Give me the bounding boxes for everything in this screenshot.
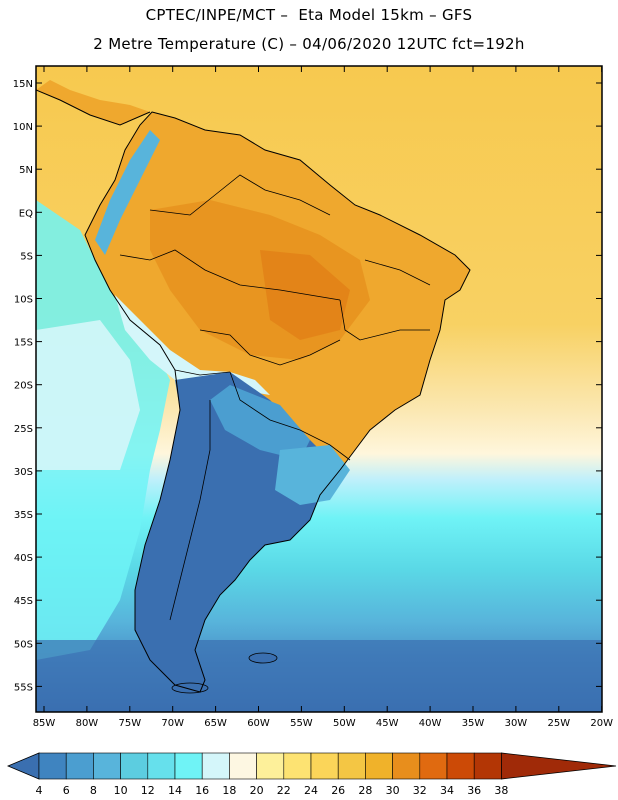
- lat-tick-label: 5S: [20, 251, 33, 262]
- colorbar-label: 12: [141, 784, 155, 797]
- colorbar-box: [419, 752, 448, 780]
- lat-tick-label: 15N: [13, 79, 33, 90]
- lon-tick-label: 65W: [204, 718, 227, 729]
- colorbar-label: 28: [358, 784, 372, 797]
- lat-tick-label: EQ: [19, 208, 33, 219]
- colorbar-label: 38: [494, 784, 508, 797]
- colorbar-label: 20: [250, 784, 264, 797]
- colorbar-box: [65, 752, 94, 780]
- lon-tick-label: 20W: [590, 718, 613, 729]
- colorbar-box: [446, 752, 475, 780]
- colorbar-label: 30: [386, 784, 400, 797]
- longitude-axis: 85W 80W 75W 70W 65W 60W 55W 50W 45W 40W 35W 30W 25W 2…: [33, 66, 613, 729]
- lon-tick-label: 80W: [76, 718, 99, 729]
- lat-tick-label: 55S: [14, 682, 33, 693]
- lat-tick-label: 10N: [13, 122, 33, 133]
- pacific-mild-band: [36, 320, 140, 470]
- lon-tick-label: 70W: [161, 718, 184, 729]
- colorbar-label: 10: [114, 784, 128, 797]
- lon-tick-label: 55W: [290, 718, 313, 729]
- central-america-land: [36, 80, 150, 125]
- colorbar-box: [93, 752, 121, 780]
- colorbar-box: [229, 752, 257, 780]
- falkland-islands: [248, 652, 278, 664]
- colorbar-box: [310, 752, 339, 780]
- lat-tick-label: 45S: [14, 596, 33, 607]
- coastline: [84, 111, 471, 693]
- lon-tick-label: 30W: [505, 718, 528, 729]
- southern-ocean-cold: [36, 640, 602, 712]
- colorbar-label: 18: [222, 784, 236, 797]
- colorbar-label: 4: [36, 784, 43, 797]
- lat-tick-label: 25S: [14, 424, 33, 435]
- colorbar-box: [365, 752, 393, 780]
- colorbar-arrow-high: [500, 752, 617, 780]
- lat-tick-label: 20S: [14, 381, 33, 392]
- colorbar-box: [147, 752, 176, 780]
- colorbar-label: 16: [195, 784, 209, 797]
- altiplano-mild: [115, 295, 270, 395]
- colorbar-label: 32: [413, 784, 427, 797]
- lon-tick-label: 50W: [333, 718, 356, 729]
- colorbar-box: [392, 752, 421, 780]
- colorbar-box: [473, 752, 502, 780]
- lat-tick-label: 35S: [14, 510, 33, 521]
- temperature-colorbar: 4 6 8 10 12 14 16 18 20 22 24 26 28 30 32 34 36 38: [6, 752, 617, 797]
- lat-tick-label: 50S: [14, 639, 33, 650]
- lon-tick-label: 85W: [33, 718, 56, 729]
- lon-tick-label: 45W: [376, 718, 399, 729]
- lat-tick-label: 5N: [19, 165, 33, 176]
- lon-tick-label: 40W: [419, 718, 442, 729]
- colorbar-arrow-low: [6, 752, 40, 780]
- colorbar-label: 6: [63, 784, 70, 797]
- colorbar-box: [38, 752, 67, 780]
- central-america-coast: [36, 89, 151, 126]
- colorbar-box: [174, 752, 203, 780]
- lon-tick-label: 35W: [462, 718, 485, 729]
- colorbar-box: [201, 752, 230, 780]
- colorbar-box: [283, 752, 312, 780]
- chart-title-line-2: 2 Metre Temperature (C) – 04/06/2020 12U…: [93, 35, 525, 53]
- latitude-axis: 15N 10N 5N EQ 5S 10S 15S 20S 25S 30S 35S 40S 45S 50S 5…: [13, 79, 602, 693]
- colorbar-label: 36: [467, 784, 481, 797]
- central-brazil-hot: [260, 250, 350, 340]
- colorbar-box: [256, 752, 285, 780]
- lat-tick-label: 10S: [14, 295, 33, 306]
- colorbar-label: 14: [168, 784, 182, 797]
- temperature-field: [36, 66, 602, 712]
- colorbar-label: 26: [331, 784, 345, 797]
- chart-title-line-1: CPTEC/INPE/MCT – Eta Model 15km – GFS: [145, 6, 473, 24]
- northern-andes-cool: [95, 130, 160, 255]
- lon-tick-label: 75W: [118, 718, 141, 729]
- colorbar-label: 24: [304, 784, 318, 797]
- uruguay-cool: [275, 445, 350, 505]
- colorbar-box: [337, 752, 366, 780]
- lon-tick-label: 60W: [247, 718, 270, 729]
- pampas-cool: [210, 385, 310, 460]
- country-borders: [119, 174, 431, 621]
- colorbar-label: 8: [90, 784, 97, 797]
- lat-tick-label: 30S: [14, 467, 33, 478]
- map-frame: [35, 65, 603, 713]
- lon-tick-label: 25W: [547, 718, 570, 729]
- lat-tick-label: 15S: [14, 338, 33, 349]
- colorbar-label: 22: [277, 784, 291, 797]
- tierra-del-fuego: [171, 682, 209, 694]
- colorbar-box: [120, 752, 149, 780]
- colorbar-label: 34: [440, 784, 454, 797]
- lat-tick-label: 40S: [14, 553, 33, 564]
